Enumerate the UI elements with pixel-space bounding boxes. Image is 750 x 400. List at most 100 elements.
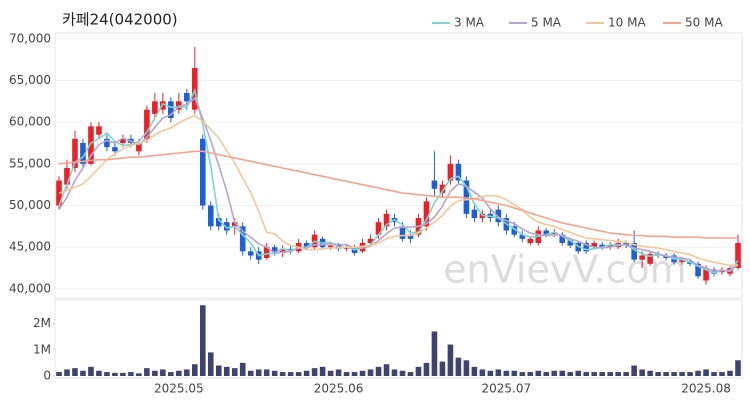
volume-bar xyxy=(679,372,685,376)
volume-bar xyxy=(703,369,709,376)
x-tick-label: 2025.05 xyxy=(154,382,204,396)
volume-bar xyxy=(455,357,462,376)
candle-body xyxy=(407,234,414,239)
volume-bar xyxy=(223,366,230,376)
candle-body xyxy=(144,109,150,139)
candle-body xyxy=(184,93,190,102)
volume-bar xyxy=(639,369,645,376)
volume-bar xyxy=(192,364,198,376)
volume-bar xyxy=(551,370,558,376)
volume-bar xyxy=(168,372,174,376)
volume-bar xyxy=(343,372,350,376)
volume-bar xyxy=(567,372,574,376)
volume-bar xyxy=(615,372,621,376)
candle-body xyxy=(375,222,382,235)
y-tick-label: 50,000 xyxy=(9,198,51,212)
volume-bar xyxy=(144,368,150,376)
candle-body xyxy=(231,222,238,227)
volume-bar xyxy=(607,372,613,376)
candle-body xyxy=(447,163,454,181)
volume-bar xyxy=(471,366,478,376)
volume-bar xyxy=(279,372,286,376)
volume-bar xyxy=(359,370,366,376)
volume-bar xyxy=(160,369,166,376)
candle-body xyxy=(120,138,126,143)
volume-bar xyxy=(391,369,398,376)
volume-bar xyxy=(120,372,126,376)
volume-bar xyxy=(303,370,310,376)
volume-bar xyxy=(407,372,414,376)
candle-body xyxy=(439,184,446,193)
candle-body xyxy=(207,205,214,227)
candle-body xyxy=(471,209,478,218)
volume-bar xyxy=(247,370,254,376)
volume-bar xyxy=(519,372,526,376)
y-tick-label: 55,000 xyxy=(9,156,51,170)
volume-bar xyxy=(431,331,438,376)
candle-body xyxy=(96,126,102,135)
candle-body xyxy=(247,251,254,256)
candle-body xyxy=(567,240,574,246)
volume-bar xyxy=(231,368,238,376)
volume-bar xyxy=(735,360,741,376)
volume-bar xyxy=(695,370,701,376)
volume-bar xyxy=(271,370,278,376)
volume-bar xyxy=(559,370,566,376)
candle-body xyxy=(607,244,613,248)
volume-bar xyxy=(511,370,518,376)
volume-bar xyxy=(591,372,598,376)
volume-panel xyxy=(54,299,743,379)
volume-bar xyxy=(96,370,102,376)
chart-title: 카페24(042000) xyxy=(62,11,178,29)
candle-body xyxy=(431,180,438,189)
volume-bar xyxy=(263,369,270,376)
candle-body xyxy=(599,244,605,248)
volume-bar xyxy=(239,362,246,376)
candle-body xyxy=(583,243,590,252)
y-tick-label: 60,000 xyxy=(9,115,51,129)
volume-bar xyxy=(255,369,262,376)
x-tick-label: 2025.08 xyxy=(681,382,731,396)
candle-body xyxy=(703,268,709,281)
volume-bar xyxy=(671,372,677,376)
candle-body xyxy=(367,238,374,243)
volume-bar xyxy=(215,365,222,376)
candle-body xyxy=(455,163,462,181)
volume-bar xyxy=(479,369,486,376)
y-tick-label: 65,000 xyxy=(9,73,51,87)
volume-bar xyxy=(687,372,693,376)
volume-bar xyxy=(447,344,454,376)
candle-body xyxy=(735,243,741,268)
volume-bar xyxy=(176,370,182,376)
volume-bar xyxy=(719,372,725,376)
volume-bar xyxy=(583,372,590,376)
volume-bar xyxy=(543,372,550,376)
candle-body xyxy=(160,101,166,110)
volume-bar xyxy=(487,370,494,376)
volume-bar xyxy=(727,370,733,376)
candle-body xyxy=(631,243,637,260)
candle-body xyxy=(152,101,158,114)
volume-bar xyxy=(311,368,318,376)
candle-body xyxy=(303,243,310,248)
volume-bar xyxy=(527,372,534,376)
candle-body xyxy=(399,226,406,239)
y-tick-label: 45,000 xyxy=(9,240,51,254)
volume-bar xyxy=(415,366,422,376)
candle-body xyxy=(511,226,518,235)
volume-bar xyxy=(503,370,510,376)
volume-bar xyxy=(399,370,406,376)
volume-bar xyxy=(631,365,637,376)
volume-bar xyxy=(535,370,542,376)
y-tick-label: 40,000 xyxy=(9,281,51,295)
candle-body xyxy=(271,247,278,252)
volume-bar xyxy=(327,370,334,376)
volume-bar xyxy=(64,369,70,376)
price-panel xyxy=(54,32,743,299)
candle-body xyxy=(263,247,270,258)
volume-bar xyxy=(423,362,430,376)
candle-body xyxy=(591,243,598,248)
candle-body xyxy=(527,238,534,243)
volume-bar xyxy=(207,352,214,376)
